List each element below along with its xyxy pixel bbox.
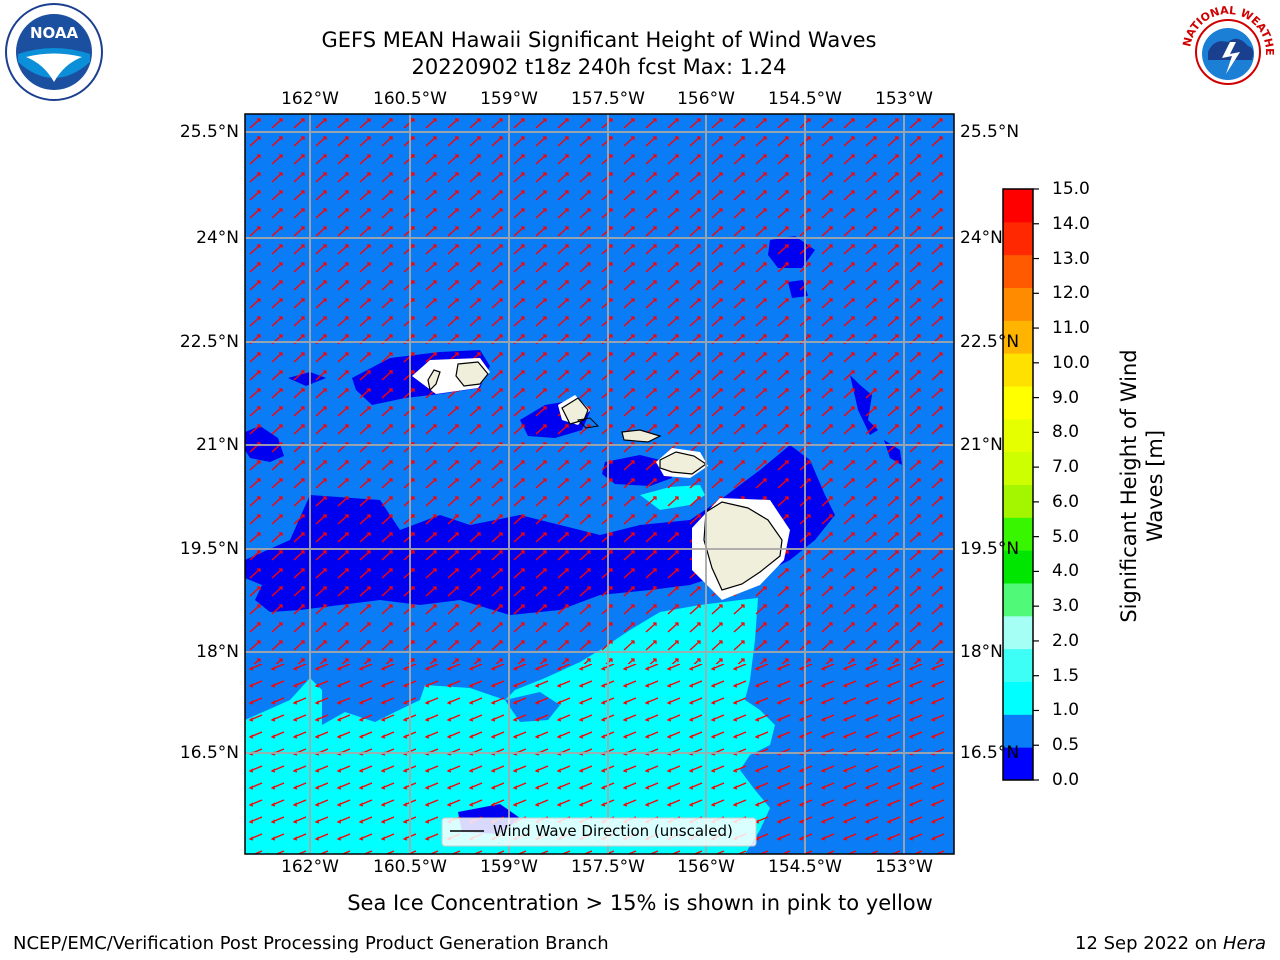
lat-tick-left: 25.5°N [179,122,239,142]
colorbar-tick-label: 7.0 [1052,457,1080,478]
lon-tick-top: 153°W [875,89,933,109]
date-text: 12 Sep 2022 on [1075,933,1223,954]
map-title: GEFS MEAN Hawaii Significant Height of W… [321,28,877,52]
colorbar-segment [1003,353,1033,387]
colorbar-tick-label: 0.5 [1052,735,1080,756]
noaa-logo: NOAA [4,2,104,102]
colorbar-label-line1: Significant Height of Wind [1117,349,1141,623]
colorbar-segment [1003,386,1033,420]
colorbar-segment [1003,189,1033,223]
island-hawaii [703,501,783,591]
colorbar-tick-label: 15.0 [1052,179,1090,199]
machine-name: Hera [1222,933,1266,954]
sea-ice-note: Sea Ice Concentration > 15% is shown in … [347,891,933,915]
lon-tick-top: 156°W [677,89,735,109]
island-oahu [561,397,589,425]
colorbar-tick-label: 3.0 [1052,596,1080,617]
colorbar-segment [1003,517,1033,551]
lat-tick-right: 25.5°N [960,122,1020,142]
island-niihau [427,369,441,392]
map-frame [244,113,955,855]
colorbar-tick-label: 2.0 [1052,630,1080,651]
colorbar [1003,188,1039,781]
map-subtitle: 20220902 t18z 240h fcst Max: 1.24 [411,55,787,79]
island-molokai [621,429,662,443]
colorbar-tick-label: 1.5 [1052,665,1080,686]
lat-tick-right: 18°N [960,642,1003,662]
lat-tick-left: 22.5°N [179,332,239,352]
lat-tick-right: 22.5°N [960,332,1020,352]
colorbar-segment [1003,484,1033,518]
colorbar-segment [1003,681,1033,715]
lon-tick-bottom: 157.5°W [571,857,645,877]
lat-tick-left: 16.5°N [179,743,239,763]
colorbar-tick-label: 6.0 [1052,491,1080,512]
colorbar-segment [1003,418,1033,453]
lat-tick-right: 21°N [960,435,1003,455]
date-stamp: 12 Sep 2022 on Hera [1075,933,1266,954]
map-area [245,114,954,854]
lat-tick-right: 16.5°N [960,743,1020,763]
lon-tick-bottom: 154.5°W [768,857,842,877]
island-oahu-coast [576,417,600,429]
colorbar-segment [1003,254,1033,288]
colorbar-tick-label: 1.0 [1052,700,1080,721]
noaa-logo-text: NOAA [30,24,79,42]
colorbar-segment [1003,451,1033,485]
colorbar-tick-label: 8.0 [1052,422,1080,443]
lon-tick-top: 154.5°W [768,89,842,109]
colorbar-segment [1003,615,1033,650]
colorbar-segment [1003,714,1033,748]
colorbar-segment [1003,287,1033,321]
lat-tick-left: 18°N [196,642,239,662]
gridlines [245,114,954,854]
lat-tick-right: 19.5°N [960,539,1020,559]
lon-tick-top: 162°W [281,89,339,109]
lat-tick-left: 24°N [196,228,239,248]
colorbar-frame [1002,188,1034,781]
map-legend [441,817,757,847]
colorbar-tick-label: 13.0 [1052,248,1090,269]
hawaiian-islands [427,361,783,591]
colorbar-segment [1003,550,1033,584]
lon-tick-bottom: 159°W [480,857,538,877]
colorbar-segment [1003,648,1033,682]
lon-tick-bottom: 153°W [875,857,933,877]
colorbar-tick-label: 11.0 [1052,318,1090,339]
lon-tick-top: 160.5°W [373,89,447,109]
colorbar-segment [1003,583,1033,617]
lat-tick-left: 21°N [196,435,239,455]
colorbar-tick-label: 5.0 [1052,526,1080,547]
colorbar-segment [1003,221,1033,256]
wind-wave-arrows-north [245,114,954,664]
island-maui [659,451,708,475]
island-kauai [455,361,489,387]
national-weather-service-logo: NATIONAL WEATHER SERVICE [1178,2,1278,102]
colorbar-tick-label: 10.0 [1052,352,1090,373]
lon-tick-bottom: 160.5°W [373,857,447,877]
lon-tick-top: 157.5°W [571,89,645,109]
lon-tick-bottom: 162°W [281,857,339,877]
colorbar-tick-label: 0.0 [1052,770,1080,790]
lat-tick-right: 24°N [960,228,1003,248]
colorbar-tick-label: 12.0 [1052,283,1090,304]
colorbar-tick-label: 4.0 [1052,561,1080,582]
legend-label: Wind Wave Direction (unscaled) [493,822,733,840]
lon-tick-bottom: 156°W [677,857,735,877]
colorbar-label-line2: Waves [m] [1143,429,1167,543]
lat-tick-left: 19.5°N [179,539,239,559]
colorbar-segment [1003,747,1033,781]
credit-text: NCEP/EMC/Verification Post Processing Pr… [13,933,609,954]
colorbar-tick-label: 9.0 [1052,387,1080,408]
lon-tick-top: 159°W [480,89,538,109]
colorbar-tick-label: 14.0 [1052,213,1090,234]
colorbar-segment [1003,320,1033,354]
